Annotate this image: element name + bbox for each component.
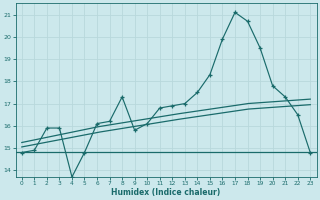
X-axis label: Humidex (Indice chaleur): Humidex (Indice chaleur) (111, 188, 221, 197)
